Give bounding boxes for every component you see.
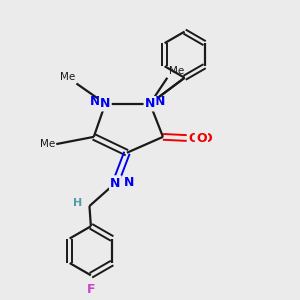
Text: N: N bbox=[110, 176, 121, 190]
Text: Me: Me bbox=[60, 72, 75, 82]
Text: Me: Me bbox=[40, 139, 55, 149]
Text: N: N bbox=[90, 95, 100, 108]
Text: O: O bbox=[201, 132, 212, 145]
Text: F: F bbox=[87, 283, 95, 296]
Text: O: O bbox=[196, 132, 207, 145]
Text: H: H bbox=[73, 198, 82, 208]
Text: N: N bbox=[124, 176, 134, 189]
Text: N: N bbox=[155, 95, 166, 108]
Text: N: N bbox=[145, 97, 155, 110]
Text: N: N bbox=[100, 97, 110, 110]
Text: O: O bbox=[188, 132, 199, 145]
Text: Me: Me bbox=[169, 66, 184, 76]
